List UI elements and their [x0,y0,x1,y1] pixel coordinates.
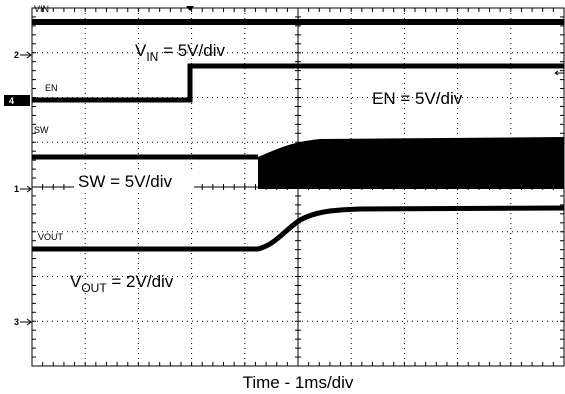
time-label: Time - 1ms/div [243,373,354,392]
annotation: VOUT = 2V/div [70,272,174,295]
marker-arrow [20,185,32,193]
channel-marker: 4 [9,96,14,106]
en-level-marker [554,70,564,76]
channel-marker: 3 [14,317,19,327]
marker-arrow [20,318,32,326]
marker-box [4,95,30,106]
channel-label: EN [45,83,58,93]
channel-label: VIN [34,4,49,14]
label-background [74,170,194,192]
en-trace [32,63,564,103]
annotation: EN = 5V/div [372,89,463,108]
vout-trace [32,205,565,252]
channel-label: VOUT [38,232,64,242]
annotation: SW = 5V/div [78,172,173,191]
annotation: VIN = 5V/div [135,41,225,64]
channel-marker: 1 [14,184,19,194]
channel-label: SW [34,125,49,135]
marker-arrow [20,51,32,59]
channel-marker: 2 [14,50,19,60]
sw-switching [258,137,564,189]
trigger-marker [186,6,194,11]
vin-trace [32,19,564,25]
